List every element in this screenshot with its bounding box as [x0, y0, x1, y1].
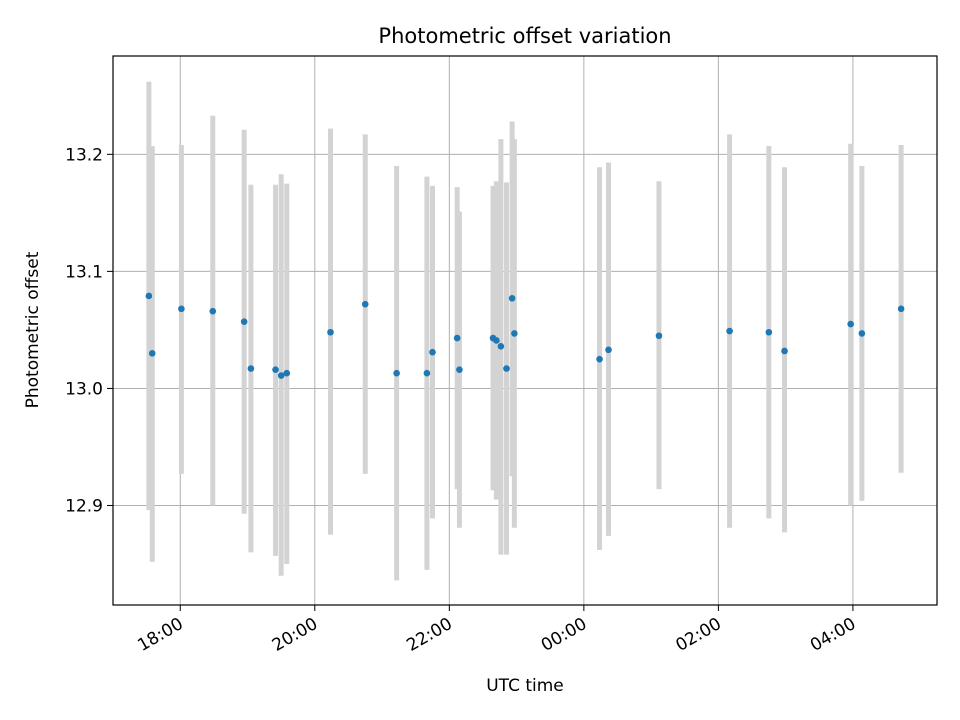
data-point: [247, 365, 255, 372]
x-axis-label: UTC time: [486, 676, 564, 696]
data-point: [497, 343, 505, 350]
data-point: [605, 346, 612, 354]
data-point: [511, 330, 518, 337]
data-point: [596, 355, 603, 363]
data-point: [847, 320, 854, 328]
data-point: [858, 330, 866, 337]
y-tick-label: 13.2: [65, 145, 103, 165]
y-tick-label: 12.9: [65, 497, 103, 517]
data-point: [393, 369, 400, 377]
data-points: [145, 292, 905, 379]
data-point: [361, 300, 369, 308]
y-tick-label: 13.1: [65, 262, 103, 282]
data-point: [655, 332, 663, 340]
data-point: [240, 318, 248, 326]
data-point: [508, 295, 516, 302]
data-point: [423, 369, 431, 377]
data-point: [178, 305, 185, 313]
data-point: [781, 347, 788, 355]
y-axis: 12.9 13.0 13.1 13.2: [65, 145, 113, 517]
data-point: [277, 372, 285, 379]
y-tick-label: 13.0: [65, 379, 103, 399]
data-point: [148, 350, 156, 357]
data-point: [503, 365, 510, 372]
data-point: [493, 337, 500, 344]
data-point: [897, 305, 905, 313]
plot-frame: [112, 55, 938, 606]
chart-title: Photometric offset variation: [378, 24, 671, 48]
data-point: [327, 328, 334, 336]
data-point: [765, 328, 773, 336]
y-axis-label: Photometric offset: [23, 251, 43, 408]
data-point: [209, 307, 217, 315]
data-point: [283, 369, 291, 377]
data-point: [145, 292, 153, 300]
data-point: [453, 334, 461, 342]
data-point: [429, 348, 436, 356]
data-point: [456, 366, 463, 374]
plot-area: [113, 56, 937, 605]
data-point: [726, 327, 733, 335]
data-point: [272, 366, 279, 374]
